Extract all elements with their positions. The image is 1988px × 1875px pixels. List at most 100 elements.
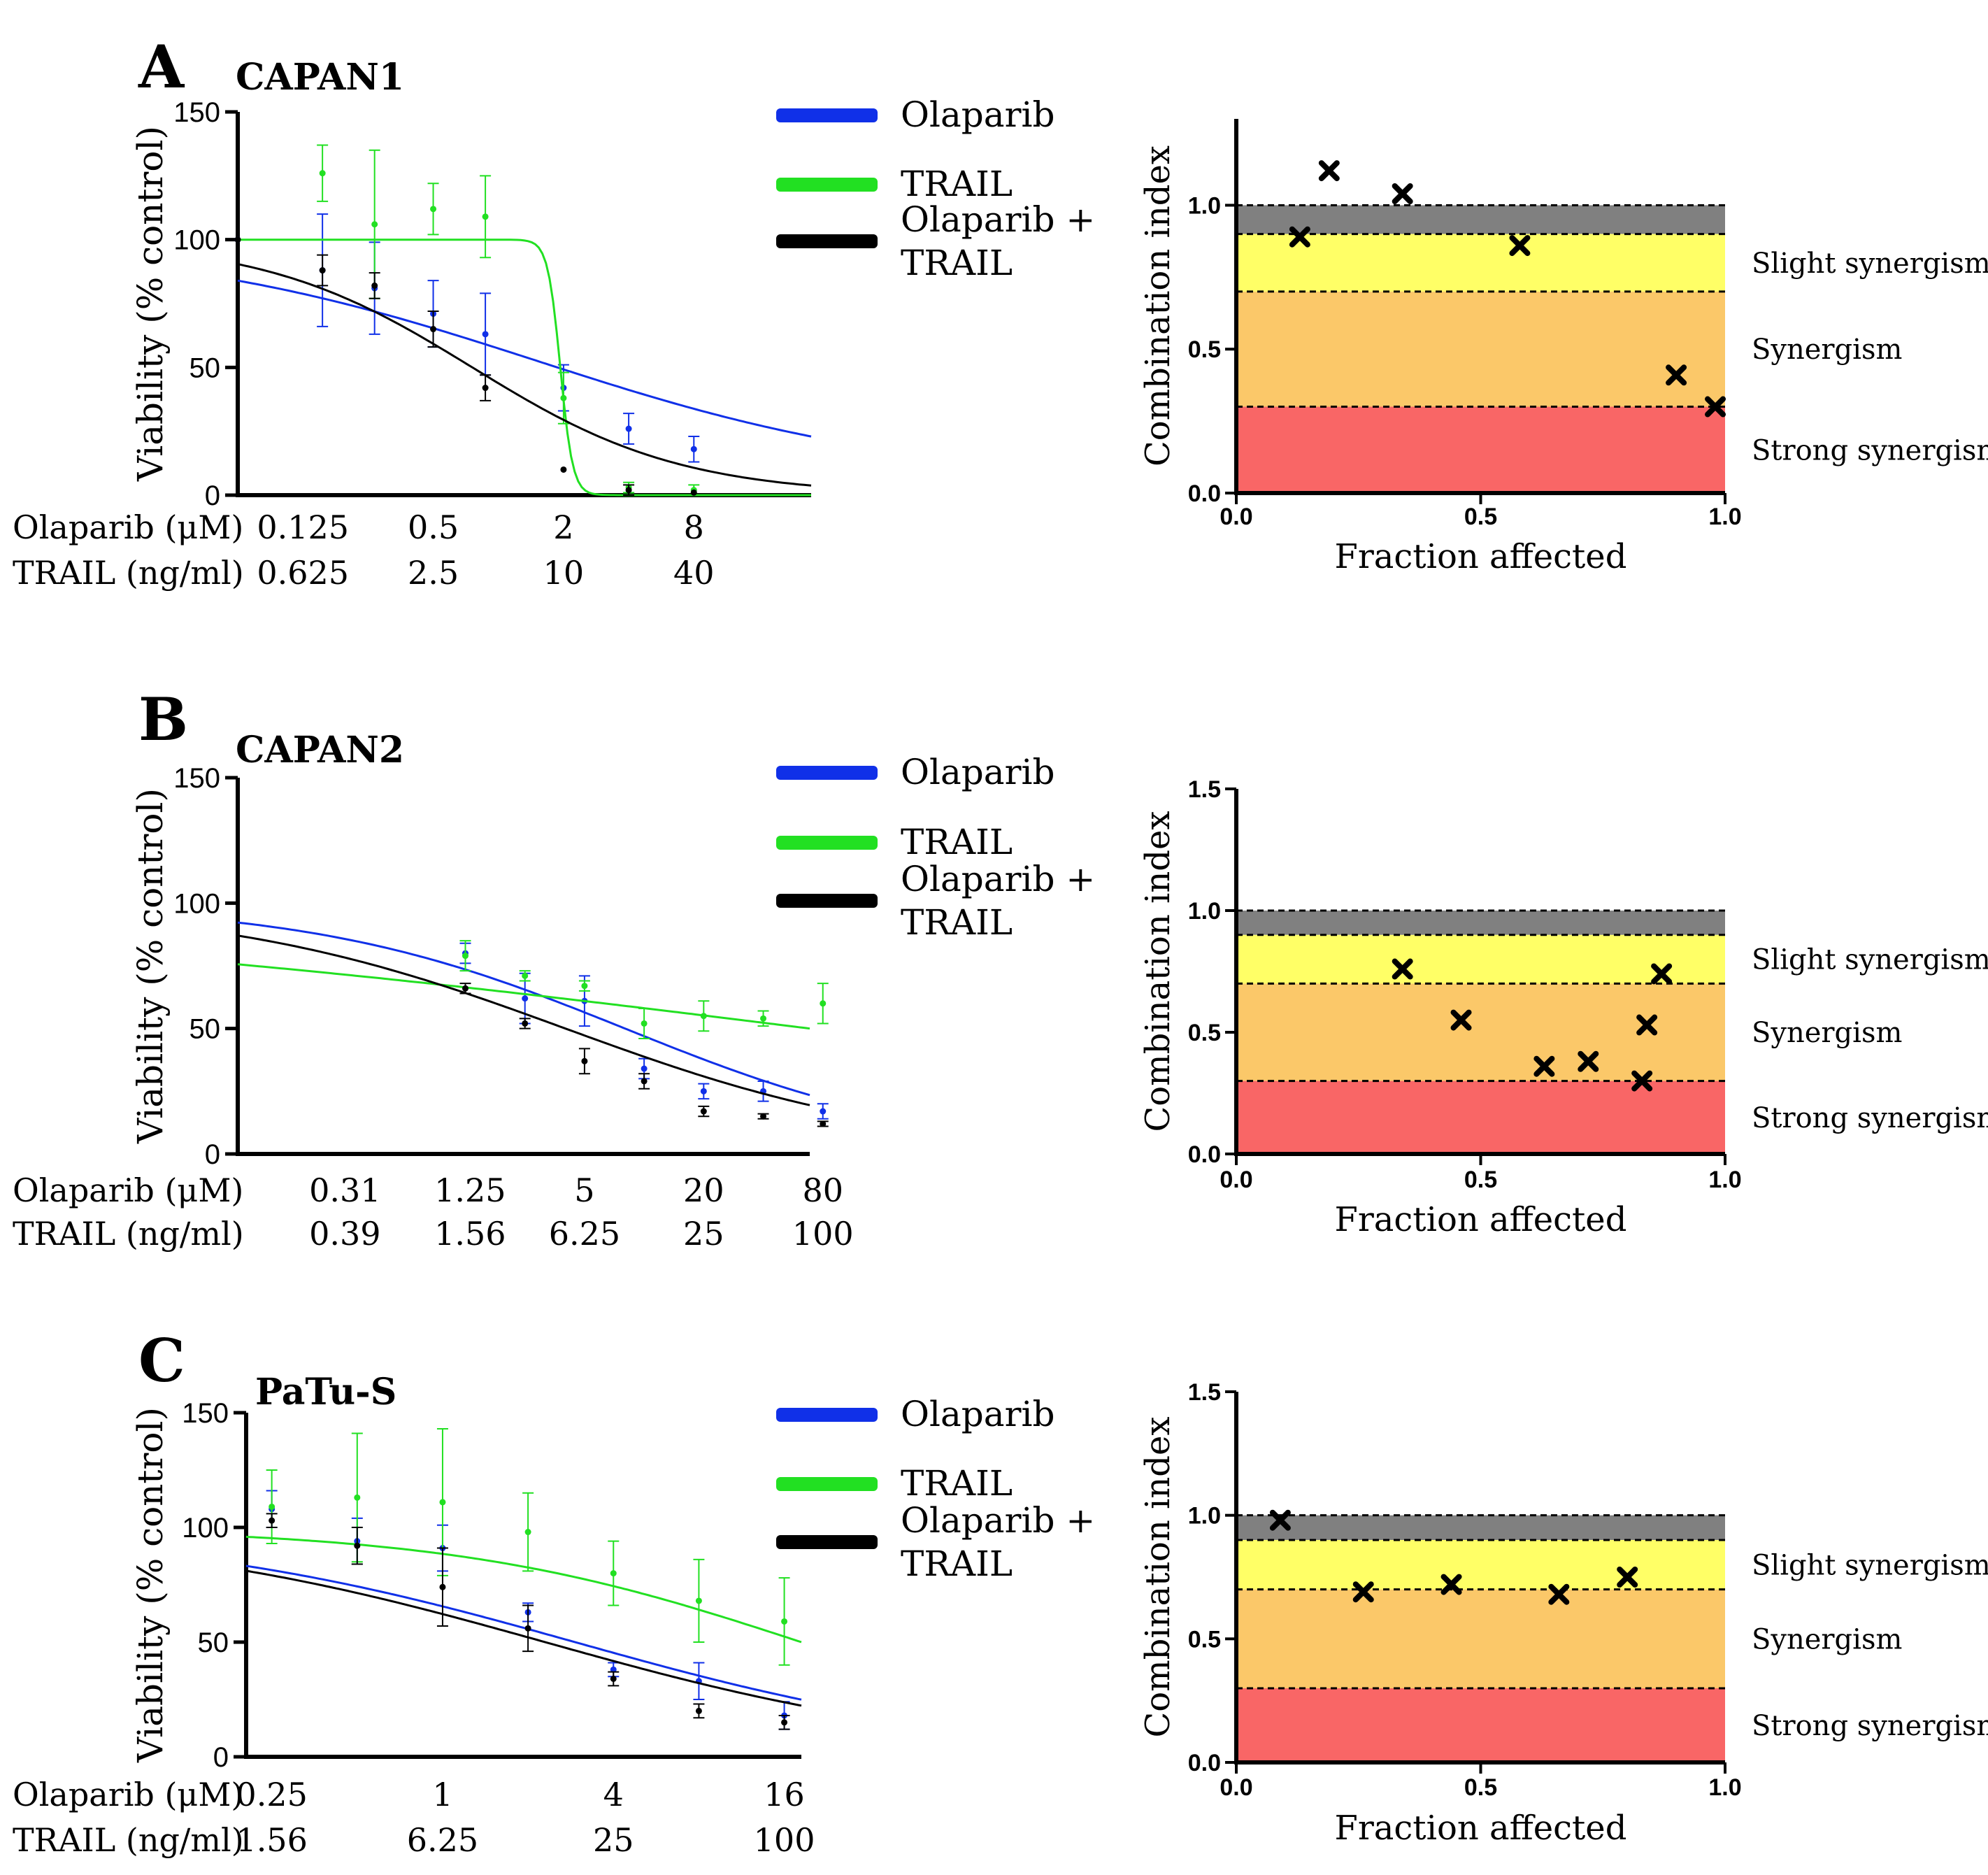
ci-x-tick-label: 0.5 <box>1464 1167 1497 1193</box>
data-point-olaparib <box>522 995 529 1002</box>
ci-point-marker <box>1666 364 1687 386</box>
label-strong-synergism: Strong synergism <box>1752 1710 1988 1742</box>
data-point-trail <box>269 1503 276 1510</box>
ci-band-band_additive <box>1236 1515 1725 1540</box>
fit-curve-combo <box>237 934 810 1106</box>
ci-marker-stroke <box>1636 1014 1658 1036</box>
ci-point-marker <box>1289 226 1310 248</box>
dose-row-label: TRAIL (ng/ml) <box>13 1821 244 1859</box>
data-point-trail <box>581 983 588 990</box>
legend-swatch-olaparib <box>776 108 878 122</box>
data-point-combo <box>319 267 326 274</box>
ci-y-tick-label: 0.0 <box>1188 1141 1221 1168</box>
ci-x-tick-label: 0.0 <box>1220 1167 1252 1193</box>
legend-label: Olaparib <box>901 94 1055 135</box>
ci-point-marker <box>1509 235 1531 257</box>
ci-band-band_synergism <box>1236 291 1725 407</box>
ci-marker-stroke <box>1548 1583 1570 1605</box>
y-tick-label: 50 <box>189 1014 221 1045</box>
ci-band-band_strong <box>1236 1688 1725 1762</box>
dose-tick-label: 20 <box>683 1171 724 1209</box>
ci-x-tick-label: 0.0 <box>1220 504 1252 530</box>
ci-point-marker <box>1318 160 1340 182</box>
ci-x-axis-label: Fraction affected <box>1335 1200 1627 1239</box>
label-synergism: Synergism <box>1752 1623 1902 1655</box>
data-point-combo <box>522 1020 529 1027</box>
y-tick-label: 100 <box>173 888 220 919</box>
dose-tick-label: 80 <box>802 1171 843 1209</box>
data-point-combo <box>371 282 378 289</box>
dose-row-label: Olaparib (μM) <box>13 1171 243 1209</box>
ci-point-marker <box>1548 1583 1570 1605</box>
data-point-olaparib <box>610 1666 617 1673</box>
data-point-trail <box>820 1000 827 1007</box>
label-slight-synergism: Slight synergism <box>1752 248 1988 280</box>
ci-x-tick-label: 1.0 <box>1708 1774 1741 1801</box>
ci-point-marker <box>1440 1574 1462 1595</box>
data-point-combo <box>610 1675 617 1682</box>
fit-curve-olaparib <box>237 921 810 1097</box>
legend-swatch-combo <box>776 1535 878 1549</box>
legend-label: Olaparib + <box>901 199 1095 240</box>
ci-band-band_slight <box>1236 234 1725 292</box>
legend-label: TRAIL <box>901 822 1013 862</box>
cell-line-title: PaTu-S <box>255 1371 396 1413</box>
dose-tick-label: 16 <box>764 1776 805 1813</box>
ci-marker-stroke <box>1617 1567 1638 1588</box>
ci-x-tick-label: 1.0 <box>1708 1167 1741 1193</box>
ci-y-tick-label: 1.0 <box>1188 1503 1221 1530</box>
ci-marker-stroke <box>1509 235 1531 257</box>
ci-point-marker <box>1450 1009 1472 1031</box>
data-point-combo <box>581 1057 588 1064</box>
ci-x-tick-label: 0.5 <box>1464 504 1497 530</box>
dose-row-label: TRAIL (ng/ml) <box>13 554 244 592</box>
data-point-combo <box>690 489 697 496</box>
dose-tick-label: 0.625 <box>257 554 349 592</box>
data-point-combo <box>430 326 437 333</box>
ci-x-axis-label: Fraction affected <box>1335 1809 1627 1848</box>
ci-x-tick-label: 1.0 <box>1708 504 1741 530</box>
data-point-combo <box>524 1625 531 1632</box>
legend-label: Olaparib + <box>901 859 1095 899</box>
cell-line-title: CAPAN1 <box>236 56 404 99</box>
data-point-trail <box>430 206 437 213</box>
dose-tick-label: 4 <box>603 1776 624 1813</box>
data-point-trail <box>462 953 469 960</box>
fit-curve-trail <box>238 238 811 497</box>
y-tick-label: 100 <box>182 1513 229 1544</box>
panel-letter: A <box>138 32 185 101</box>
ci-y-axis-label: Combination index <box>1138 145 1178 466</box>
data-point-trail <box>700 1013 707 1020</box>
legend-swatch-trail <box>776 1477 878 1491</box>
ci-marker-stroke <box>1631 1070 1653 1092</box>
data-point-trail <box>560 394 567 401</box>
ci-y-tick-label: 0.0 <box>1188 1750 1221 1776</box>
dose-tick-label: 0.125 <box>257 508 349 546</box>
panel-letter: B <box>138 685 188 754</box>
legend-label: TRAIL <box>901 1463 1013 1504</box>
data-point-combo <box>760 1113 767 1120</box>
data-point-trail <box>371 221 378 228</box>
dose-tick-label: 0.39 <box>309 1215 380 1253</box>
ci-band-band_slight <box>1236 934 1725 984</box>
legend-label: Olaparib + <box>901 1500 1095 1541</box>
ci-point-marker <box>1636 1014 1658 1036</box>
data-point-combo <box>462 985 469 992</box>
data-point-olaparib <box>690 445 697 452</box>
legend-label: TRAIL <box>901 164 1013 204</box>
y-axis-label: Viability (% control) <box>130 126 171 482</box>
ci-band-band_strong <box>1236 406 1725 493</box>
legend-label: TRAIL <box>901 243 1013 283</box>
ci-marker-stroke <box>1578 1050 1599 1072</box>
panel-letter: C <box>138 1326 185 1395</box>
dose-tick-label: 0.25 <box>236 1776 307 1813</box>
y-tick-label: 0 <box>205 1139 220 1170</box>
data-point-trail <box>482 213 489 220</box>
ci-y-tick-label: 1.0 <box>1188 898 1221 925</box>
ci-y-tick-label: 0.5 <box>1188 336 1221 363</box>
cell-line-title: CAPAN2 <box>236 729 404 771</box>
ci-point-marker <box>1578 1050 1599 1072</box>
ci-band-band_strong <box>1236 1081 1725 1154</box>
legend-swatch-olaparib <box>776 766 878 780</box>
ci-point-marker <box>1651 963 1673 985</box>
